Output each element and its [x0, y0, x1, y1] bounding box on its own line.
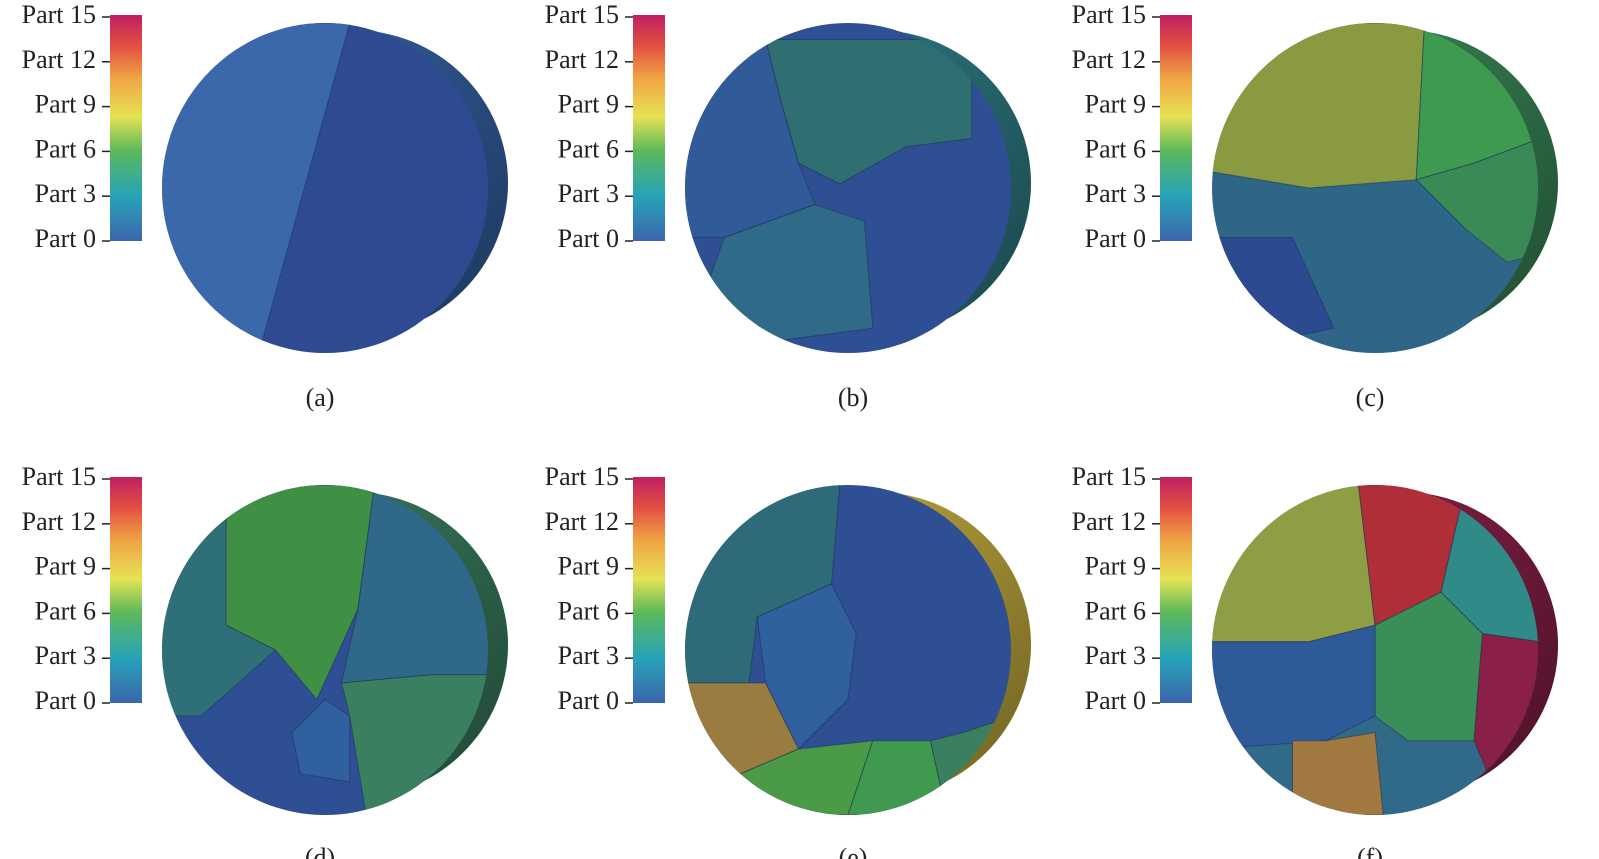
colorbar-label: Part 9 — [35, 552, 96, 581]
colorbar-label: Part 12 — [545, 45, 619, 74]
disk-face — [685, 23, 1011, 353]
disk-face — [1212, 23, 1538, 353]
colorbar-label: Part 9 — [35, 90, 96, 119]
disk-face — [162, 23, 488, 353]
caption: (a) — [306, 383, 335, 412]
colorbar-label: Part 6 — [35, 134, 96, 163]
colorbar-label: Part 12 — [545, 507, 619, 536]
colorbar-label: Part 3 — [558, 641, 619, 670]
colorbar-label: Part 0 — [1085, 224, 1146, 253]
colorbar-label: Part 0 — [35, 224, 96, 253]
colorbar-label: Part 0 — [1085, 686, 1146, 715]
region — [162, 23, 351, 353]
region — [1212, 624, 1376, 750]
panel: Part 15 Part 12 Part 9 Part 6 Part 3 Part 0 (a… — [22, 0, 508, 412]
colorbar-label: Part 3 — [1085, 179, 1146, 208]
colorbar-label: Part 15 — [545, 0, 619, 29]
colorbar-label: Part 6 — [1085, 134, 1146, 163]
region — [1212, 23, 1426, 189]
colorbar-label: Part 12 — [1072, 507, 1146, 536]
colorbar-label: Part 0 — [35, 686, 96, 715]
colorbar-label: Part 9 — [1085, 552, 1146, 581]
colorbar — [1160, 477, 1192, 703]
colorbar-label: Part 15 — [1072, 0, 1146, 29]
panel: Part 15 Part 12 Part 9 Part 6 Part 3 Part 0 (c… — [1072, 0, 1558, 412]
disk-face — [685, 485, 1011, 815]
colorbar — [1160, 15, 1192, 241]
colorbar-label: Part 0 — [558, 224, 619, 253]
colorbar-label: Part 9 — [1085, 90, 1146, 119]
colorbar-label: Part 9 — [558, 552, 619, 581]
colorbar-label: Part 6 — [1085, 596, 1146, 625]
region — [1212, 485, 1376, 643]
colorbar-label: Part 6 — [558, 596, 619, 625]
colorbar-label: Part 0 — [558, 686, 619, 715]
colorbar-label: Part 15 — [22, 462, 96, 491]
disk-face — [1212, 485, 1538, 815]
region — [1292, 731, 1384, 815]
colorbar-label: Part 15 — [545, 462, 619, 491]
panel: Part 15 Part 12 Part 9 Part 6 Part 3 Part 0 (f… — [1072, 462, 1558, 859]
disk-face — [162, 485, 488, 815]
colorbar — [633, 15, 665, 241]
colorbar-label: Part 12 — [22, 507, 96, 536]
colorbar — [110, 477, 142, 703]
region — [291, 698, 351, 783]
panel: Part 15 Part 12 Part 9 Part 6 Part 3 Part 0 (e… — [545, 462, 1031, 859]
colorbar-label: Part 6 — [35, 596, 96, 625]
caption: (b) — [838, 383, 868, 412]
caption: (e) — [839, 843, 868, 859]
caption: (f) — [1357, 843, 1383, 859]
colorbar-label: Part 15 — [1072, 462, 1146, 491]
region — [1415, 137, 1538, 263]
colorbar-label: Part 3 — [35, 179, 96, 208]
panel: Part 15 Part 12 Part 9 Part 6 Part 3 Part 0 (d… — [22, 462, 508, 859]
colorbar-label: Part 12 — [1072, 45, 1146, 74]
colorbar-label: Part 15 — [22, 0, 96, 29]
colorbar — [633, 477, 665, 703]
colorbar-label: Part 3 — [1085, 641, 1146, 670]
colorbar-label: Part 12 — [22, 45, 96, 74]
colorbar-label: Part 3 — [558, 179, 619, 208]
colorbar-label: Part 6 — [558, 134, 619, 163]
caption: (c) — [1356, 383, 1385, 412]
panel: Part 15 Part 12 Part 9 Part 6 Part 3 Part 0 (b… — [545, 0, 1031, 412]
caption: (d) — [305, 843, 335, 859]
colorbar-label: Part 3 — [35, 641, 96, 670]
colorbar — [110, 15, 142, 241]
colorbar-label: Part 9 — [558, 90, 619, 119]
